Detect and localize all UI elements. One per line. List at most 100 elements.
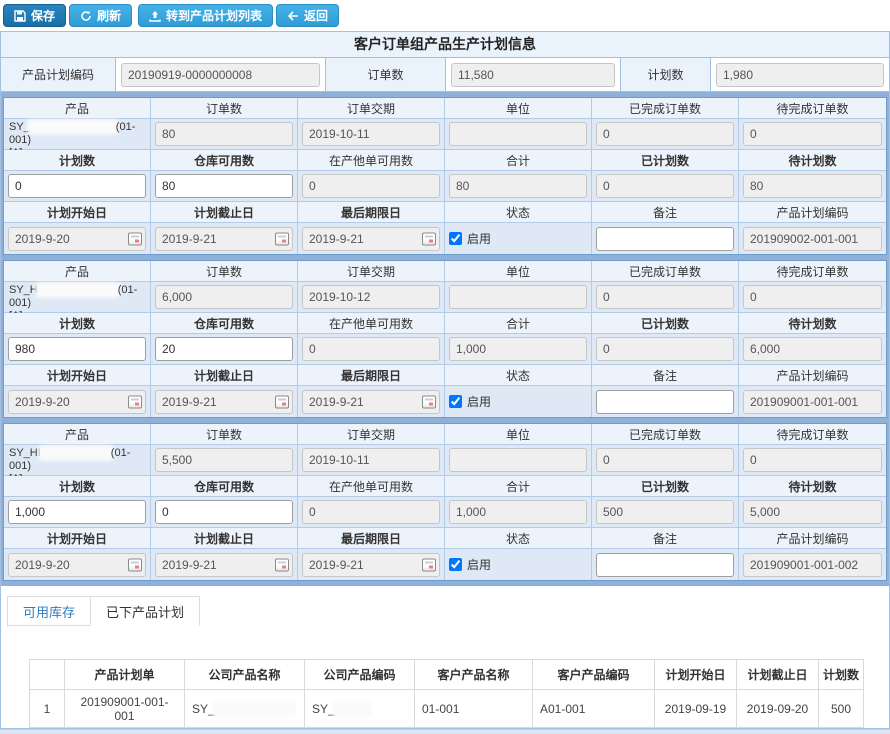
start-date-input[interactable] — [8, 389, 146, 414]
th-customer-product-name: 客户产品名称 — [414, 659, 533, 690]
col-header-total: 合计 — [445, 150, 592, 171]
product-name: SY_H(01-001)[A] — [4, 282, 151, 322]
cell-company-product-code: SY_ — [304, 689, 415, 728]
back-button[interactable]: 返回 — [276, 4, 340, 27]
remark-input[interactable] — [596, 226, 734, 251]
cell-row-number: 1 — [29, 689, 65, 728]
plan-code-label: 产品计划编码 — [1, 58, 116, 91]
back-arrow-icon — [287, 10, 299, 22]
block-planned-input — [596, 500, 734, 524]
calendar-icon[interactable] — [275, 232, 289, 245]
col-header-product: 产品 — [4, 424, 151, 445]
start-date-input[interactable] — [8, 552, 146, 577]
product-name: SY_HI(01-001)[A] — [4, 445, 151, 485]
block-plan-code-input — [743, 226, 882, 251]
placed-plans-table: 产品计划单 公司产品名称 公司产品编码 客户产品名称 客户产品编码 计划开始日 … — [29, 659, 864, 728]
calendar-icon[interactable] — [275, 558, 289, 571]
horizontal-scrollbar[interactable] — [0, 729, 890, 734]
th-customer-product-code: 客户产品编码 — [532, 659, 655, 690]
remark-input[interactable] — [596, 389, 734, 414]
enabled-checkbox[interactable] — [449, 395, 462, 408]
product-name: SY_(01-001)[A] — [4, 119, 151, 159]
remark-input[interactable] — [596, 552, 734, 577]
col-header-to-plan: 待计划数 — [739, 476, 886, 497]
enabled-checkbox[interactable] — [449, 558, 462, 571]
col-header-order-due: 订单交期 — [298, 261, 445, 282]
tab-placed-product-plans[interactable]: 已下产品计划 — [90, 596, 201, 626]
redacted-text — [214, 704, 293, 715]
bottom-tabs: 可用库存 已下产品计划 — [7, 596, 889, 626]
refresh-icon — [80, 10, 92, 22]
col-header-warehouse: 仓库可用数 — [151, 476, 298, 497]
refresh-button[interactable]: 刷新 — [69, 4, 133, 27]
col-header-product: 产品 — [4, 261, 151, 282]
col-header-planned: 已计划数 — [592, 476, 739, 497]
save-button[interactable]: 保存 — [3, 4, 67, 27]
col-header-plan-code: 产品计划编码 — [739, 202, 886, 223]
end-date-input[interactable] — [155, 389, 293, 414]
calendar-icon[interactable] — [128, 395, 142, 408]
order-qty-input — [451, 62, 615, 87]
tab-available-inventory[interactable]: 可用库存 — [7, 596, 91, 626]
block-header-row: 计划开始日 计划截止日 最后期限日 状态 备注 产品计划编码 — [4, 365, 886, 386]
block-total-input — [449, 500, 587, 524]
block-header-row: 产品 订单数 订单交期 单位 已完成订单数 待完成订单数 — [4, 261, 886, 282]
calendar-icon[interactable] — [275, 395, 289, 408]
block-warehouse-input[interactable] — [155, 337, 293, 361]
block-value-row: SY_(01-001)[A] — [4, 119, 886, 159]
block-finished-input — [596, 285, 734, 309]
col-header-plan-code: 产品计划编码 — [739, 528, 886, 549]
block-planned-input — [596, 174, 734, 198]
plan-form-container: 客户订单组产品生产计划信息 产品计划编码 订单数 计划数 产品 订单数 订单交期… — [0, 31, 890, 729]
col-header-status: 状态 — [445, 528, 592, 549]
cell-customer-product-name: 01-001 — [414, 689, 533, 728]
deadline-date-input[interactable] — [302, 389, 440, 414]
table-row[interactable]: 1 201909001-001-001 SY_ SY_ 01-001 A01-0… — [29, 689, 864, 728]
block-plan-qty-input[interactable] — [8, 337, 146, 361]
block-in-production-input — [302, 337, 440, 361]
cell-customer-product-code: A01-001 — [532, 689, 655, 728]
col-header-order-due: 订单交期 — [298, 98, 445, 119]
col-header-total: 合计 — [445, 476, 592, 497]
cell-company-product-name: SY_ — [184, 689, 305, 728]
calendar-icon[interactable] — [128, 232, 142, 245]
calendar-icon[interactable] — [422, 232, 436, 245]
block-in-production-input — [302, 174, 440, 198]
save-icon — [14, 9, 26, 22]
col-header-end-date: 计划截止日 — [151, 365, 298, 386]
goto-plan-list-button[interactable]: 转到产品计划列表 — [138, 4, 274, 27]
block-order-qty-input — [155, 285, 293, 309]
block-plan-qty-input[interactable] — [8, 174, 146, 198]
block-warehouse-input[interactable] — [155, 174, 293, 198]
block-plan-qty-input[interactable] — [8, 500, 146, 524]
plan-qty-label: 计划数 — [621, 58, 711, 91]
col-header-start-date: 计划开始日 — [4, 365, 151, 386]
deadline-date-input[interactable] — [302, 552, 440, 577]
back-button-label: 返回 — [304, 9, 329, 23]
calendar-icon[interactable] — [422, 395, 436, 408]
calendar-icon[interactable] — [128, 558, 142, 571]
redacted-text — [37, 285, 118, 296]
col-header-status: 状态 — [445, 365, 592, 386]
col-header-deadline: 最后期限日 — [298, 528, 445, 549]
enabled-checkbox-label[interactable]: 启用 — [449, 556, 491, 573]
enabled-checkbox-label[interactable]: 启用 — [449, 393, 491, 410]
col-header-start-date: 计划开始日 — [4, 528, 151, 549]
block-warehouse-input[interactable] — [155, 500, 293, 524]
col-header-order-qty: 订单数 — [151, 98, 298, 119]
plan-table-wrap: 产品计划单 公司产品名称 公司产品编码 客户产品名称 客户产品编码 计划开始日 … — [29, 659, 889, 728]
deadline-date-input[interactable] — [302, 226, 440, 251]
col-header-remark: 备注 — [592, 202, 739, 223]
block-value-row: 启用 — [4, 549, 886, 580]
enabled-checkbox[interactable] — [449, 232, 462, 245]
upload-icon — [149, 10, 161, 22]
calendar-icon[interactable] — [422, 558, 436, 571]
th-plan-no: 产品计划单 — [64, 659, 185, 690]
block-in-production-input — [302, 500, 440, 524]
th-plan-qty: 计划数 — [818, 659, 864, 690]
enabled-checkbox-label[interactable]: 启用 — [449, 230, 491, 247]
end-date-input[interactable] — [155, 226, 293, 251]
end-date-input[interactable] — [155, 552, 293, 577]
start-date-input[interactable] — [8, 226, 146, 251]
col-header-finished: 已完成订单数 — [592, 424, 739, 445]
